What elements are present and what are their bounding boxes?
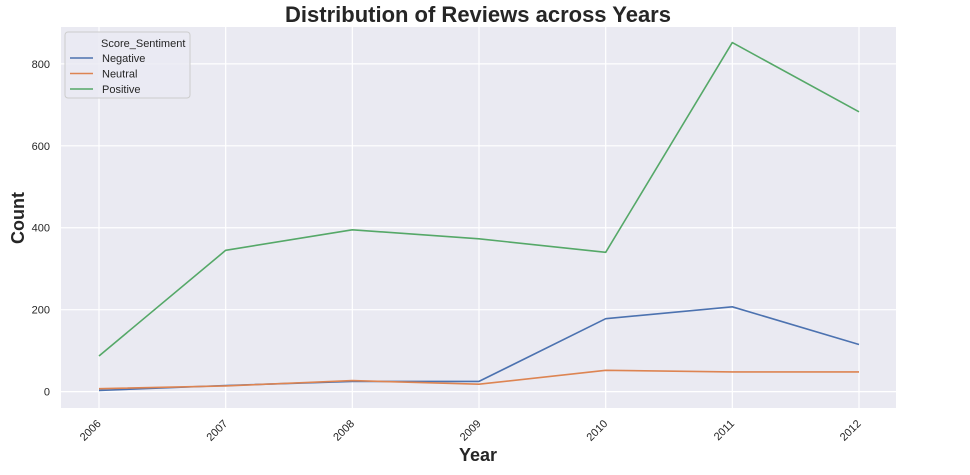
legend-title: Score_Sentiment <box>101 38 185 50</box>
x-tick-label: 2008 <box>331 418 357 444</box>
y-axis-label: Count <box>8 192 28 244</box>
x-tick-label: 2010 <box>585 418 611 444</box>
legend-box <box>64 31 191 99</box>
legend-label: Positive <box>102 84 141 96</box>
y-tick-label: 200 <box>32 305 50 317</box>
legend: Score_Sentiment Negative Neutral Positive <box>64 31 191 99</box>
x-axis-label: Year <box>459 445 497 465</box>
x-tick-label: 2006 <box>78 418 104 444</box>
x-tick-label: 2012 <box>838 418 864 444</box>
y-tick-label: 400 <box>32 223 50 235</box>
legend-label: Negative <box>102 53 145 65</box>
y-tick-label: 0 <box>44 387 50 399</box>
x-tick-label: 2009 <box>458 418 484 444</box>
x-tick-label: 2007 <box>205 418 231 444</box>
series-line-neutral <box>98 369 859 390</box>
x-axis-ticks: 2006 2007 2008 2009 2010 2011 2012 <box>78 418 864 444</box>
y-axis-ticks: 0 200 400 600 800 <box>32 59 50 399</box>
x-tick-label: 2011 <box>712 418 737 443</box>
series-lines <box>98 41 860 392</box>
chart-title: Distribution of Reviews across Years <box>285 2 671 27</box>
series-line-positive <box>98 41 860 357</box>
legend-label: Neutral <box>102 69 137 81</box>
y-tick-label: 600 <box>32 141 50 153</box>
legend-items: Negative Neutral Positive <box>70 53 145 96</box>
y-tick-label: 800 <box>32 59 50 71</box>
grid <box>61 27 896 408</box>
